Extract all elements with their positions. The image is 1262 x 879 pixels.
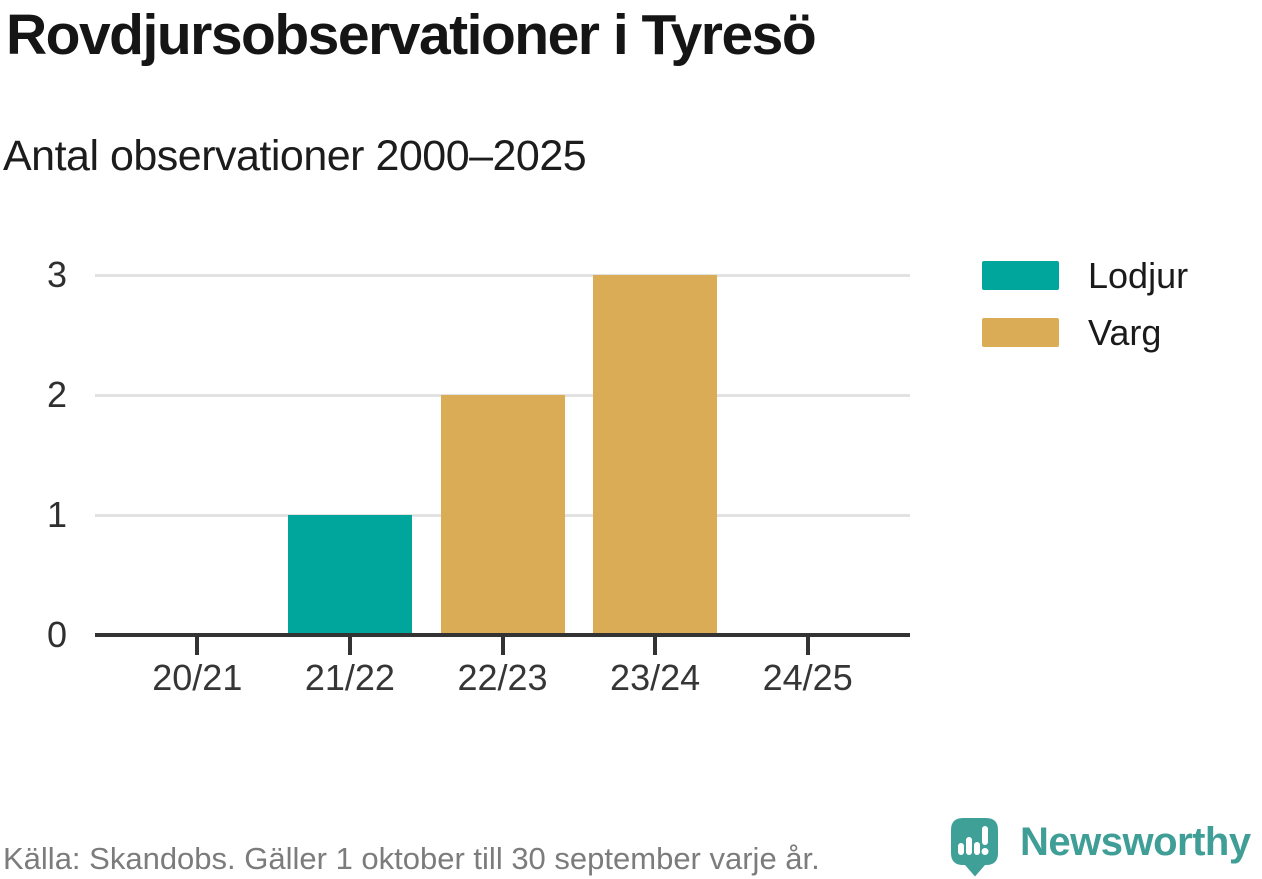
x-axis-tick-23-24 bbox=[653, 635, 658, 655]
x-axis-label-24-25: 24/25 bbox=[762, 657, 853, 698]
bar-varg-22-23[interactable] bbox=[440, 395, 565, 635]
legend-item-lodjur[interactable]: Lodjur bbox=[982, 255, 1189, 296]
y-axis-label-1: 1 bbox=[46, 494, 67, 535]
source-note: Källa: Skandobs. Gäller 1 oktober till 3… bbox=[3, 841, 820, 876]
x-axis-label-21-22: 21/22 bbox=[304, 657, 395, 698]
x-axis-tick-24-25 bbox=[805, 635, 810, 655]
x-axis-label-23-24: 23/24 bbox=[610, 657, 701, 698]
legend-swatch-varg bbox=[982, 318, 1059, 347]
x-axis-tick-20-21 bbox=[195, 635, 200, 655]
y-axis-label-3: 3 bbox=[46, 254, 67, 295]
x-axis-label-22-23: 22/23 bbox=[457, 657, 548, 698]
y-axis-label-2: 2 bbox=[46, 374, 67, 415]
bar-lodjur-21-22[interactable] bbox=[287, 515, 412, 635]
x-axis-tick-21-22 bbox=[347, 635, 352, 655]
legend-swatch-lodjur bbox=[982, 261, 1059, 290]
chart-title: Rovdjursobservationer i Tyresö bbox=[6, 3, 817, 67]
x-axis-label-20-21: 20/21 bbox=[152, 657, 243, 698]
newsworthy-logo-icon bbox=[951, 818, 998, 877]
legend-label-lodjur: Lodjur bbox=[1088, 255, 1189, 296]
y-axis-label-0: 0 bbox=[46, 614, 67, 655]
newsworthy-wordmark: Newsworthy bbox=[1020, 820, 1251, 864]
legend: Lodjur Varg bbox=[982, 255, 1189, 375]
legend-item-varg[interactable]: Varg bbox=[982, 312, 1188, 353]
gridline-y3 bbox=[95, 274, 910, 277]
legend-label-varg: Varg bbox=[1088, 312, 1162, 353]
chart-subtitle: Antal observationer 2000–2025 bbox=[3, 132, 587, 180]
bar-varg-23-24[interactable] bbox=[593, 275, 718, 635]
x-axis-tick-22-23 bbox=[500, 635, 505, 655]
newsworthy-logo: Newsworthy bbox=[951, 818, 1251, 877]
